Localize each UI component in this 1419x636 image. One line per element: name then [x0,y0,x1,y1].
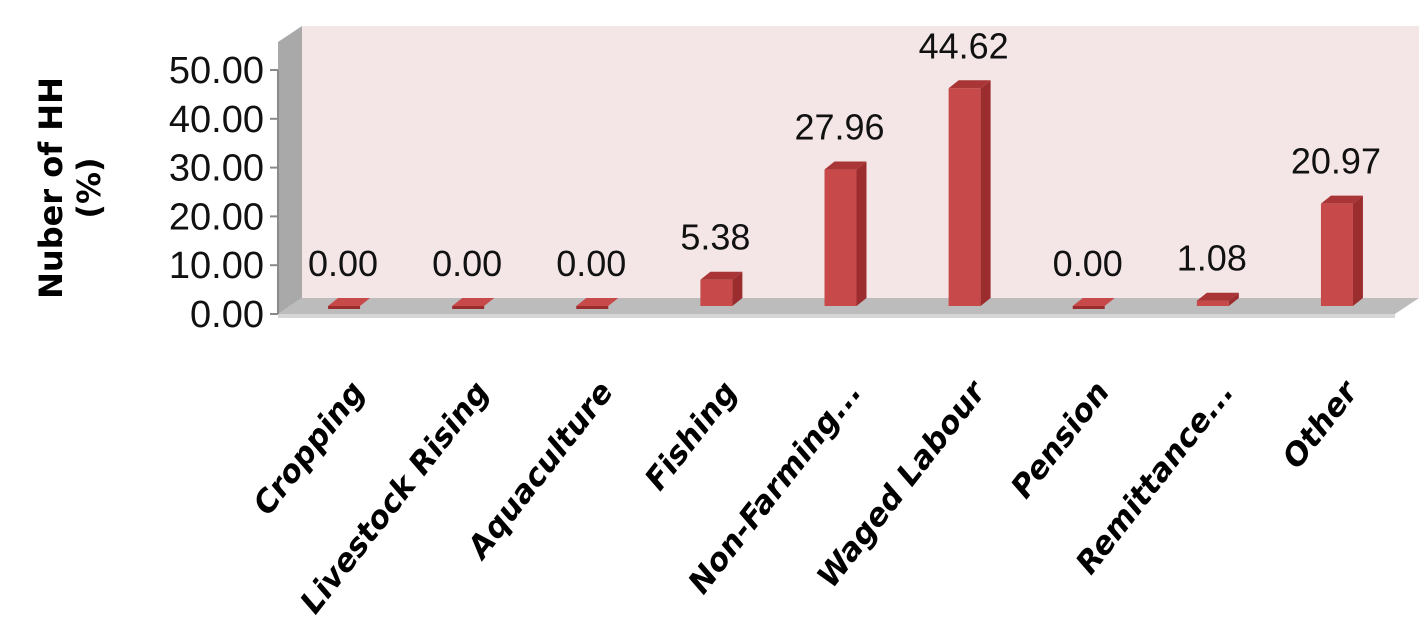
bar-front [1320,203,1353,306]
bar-top [576,298,619,306]
y-tick-label: 30.00 [169,148,264,190]
bar-top [328,298,371,306]
bar-front [824,169,857,306]
bar-top [1320,195,1363,204]
bar-side [1228,292,1239,306]
data-label: 1.08 [1177,238,1247,279]
bar-front [328,306,361,309]
y-tick-label: 20.00 [169,196,264,238]
bar-front [1072,306,1105,309]
bar-top [1196,292,1239,301]
floor-edge [278,314,1395,318]
x-tick-label: Fishing [638,375,745,497]
data-label: 5.38 [680,217,750,258]
data-label: 0.00 [308,243,378,284]
bar-side [1352,195,1363,306]
bar-top [700,271,743,280]
x-tick-label: Other [1276,373,1367,475]
bar [576,298,619,309]
y-tick-label: 10.00 [169,245,264,287]
data-label: 0.00 [1053,243,1123,284]
bar-side [732,271,743,306]
bar-front [948,88,981,307]
bar [948,80,991,307]
data-label: 44.62 [919,25,1009,66]
bar [1072,298,1115,309]
bar [824,161,867,306]
bar-front [452,306,485,309]
x-tick-label: Pension [1004,375,1117,505]
bar-side [856,161,867,306]
data-label: 20.97 [1291,141,1381,182]
data-label: 0.00 [556,243,626,284]
bar [452,298,495,309]
data-label: 27.96 [794,107,884,148]
data-labels: 0.00 0.00 0.00 5.38 27.96 44.62 0.00 1.08 20.97 [308,25,1381,284]
y-tick-label: 40.00 [169,99,264,141]
x-tick-label: Cropping [246,375,372,522]
bar [1196,292,1239,306]
bar-front [576,306,609,309]
y-tick-label: 50.00 [169,50,264,92]
bar-side [980,80,991,307]
bars [328,80,1363,309]
bar-top [452,298,495,306]
bar [700,271,743,306]
side-wall [278,26,302,314]
y-tick-label: 0.00 [190,294,264,336]
bar-front [700,279,733,306]
bar-top [824,161,867,170]
bar-front [1196,300,1229,306]
bar-top [1072,298,1115,306]
bar [328,298,371,309]
y-axis-title: Nuber of HH(%) [32,77,108,299]
bar [1320,195,1363,306]
data-label: 0.00 [432,243,502,284]
bar-top [948,80,991,89]
y-axis: 0.00 10.00 20.00 30.00 40.00 50.00 [169,50,279,336]
